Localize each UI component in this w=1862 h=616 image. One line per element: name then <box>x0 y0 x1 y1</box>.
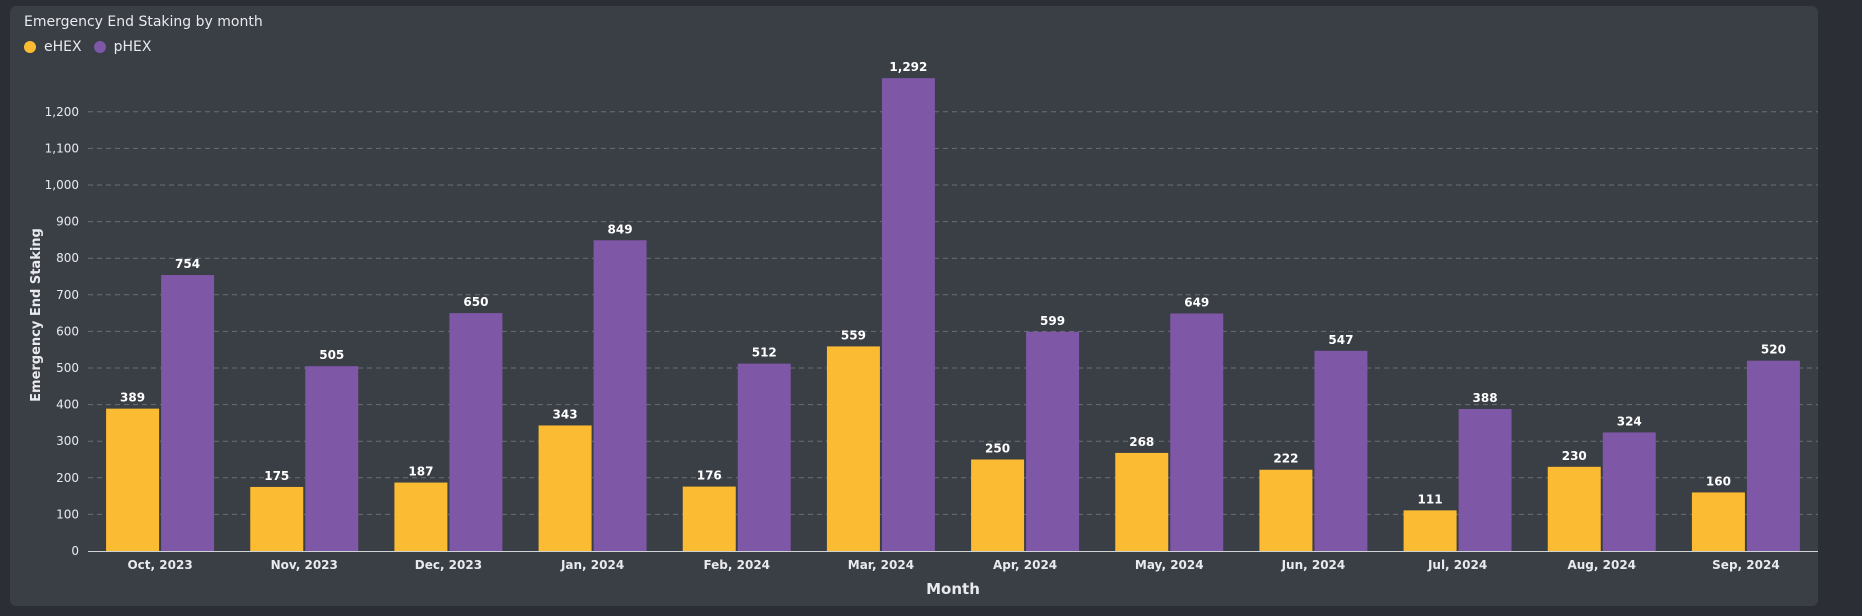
bar-ehex <box>682 486 736 551</box>
data-label: 599 <box>1040 314 1065 328</box>
data-label: 175 <box>264 469 289 483</box>
data-label: 1,292 <box>889 60 927 74</box>
y-tick-label: 200 <box>56 471 79 485</box>
bar-ehex <box>971 459 1025 551</box>
legend-item-phex[interactable]: pHEX <box>93 39 152 55</box>
y-tick-label: 800 <box>56 251 79 265</box>
data-label: 559 <box>841 328 866 342</box>
bar-ehex <box>1259 469 1313 551</box>
data-label: 388 <box>1473 391 1498 405</box>
y-tick-label: 900 <box>56 215 79 229</box>
bar-phex <box>1746 360 1800 551</box>
bar-phex <box>449 313 503 551</box>
data-label: 230 <box>1562 449 1587 463</box>
bar-ehex <box>106 408 160 551</box>
bar-ehex <box>538 425 592 551</box>
data-label: 649 <box>1184 295 1209 309</box>
y-axis-title: Emergency End Staking <box>29 228 44 402</box>
y-tick-label: 1,100 <box>45 141 79 155</box>
bar-ehex <box>250 486 304 551</box>
legend-item-ehex[interactable]: eHEX <box>24 39 82 55</box>
y-tick-label: 1,000 <box>45 178 79 192</box>
bar-ehex <box>1691 492 1745 551</box>
x-axis-title: Month <box>926 580 980 598</box>
data-label: 324 <box>1617 414 1642 428</box>
bar-phex <box>1458 408 1512 551</box>
y-tick-label: 0 <box>71 544 79 558</box>
legend-dot-ehex <box>24 41 36 53</box>
x-tick-label: Nov, 2023 <box>271 558 338 572</box>
legend-dot-phex <box>93 41 106 53</box>
data-label: 505 <box>319 348 344 362</box>
data-label: 268 <box>1129 435 1154 449</box>
x-tick-label: Feb, 2024 <box>703 558 770 572</box>
y-tick-label: 500 <box>56 361 79 375</box>
bar-phex <box>161 275 215 551</box>
x-tick-label: Apr, 2024 <box>993 558 1057 572</box>
data-label: 187 <box>408 465 433 479</box>
x-tick-label: Jul, 2024 <box>1427 558 1487 572</box>
y-tick-label: 700 <box>56 288 79 302</box>
legend-label-phex: pHEX <box>113 39 152 55</box>
data-label: 160 <box>1706 474 1731 488</box>
data-label: 650 <box>463 295 488 309</box>
bar-phex <box>305 366 359 551</box>
x-tick-label: Jun, 2024 <box>1281 558 1346 572</box>
y-tick-label: 400 <box>56 398 79 412</box>
x-tick-label: Sep, 2024 <box>1712 558 1780 572</box>
y-tick-label: 600 <box>56 324 79 338</box>
x-tick-label: Mar, 2024 <box>848 558 914 572</box>
y-tick-label: 1,200 <box>45 105 79 119</box>
bar-ehex <box>1547 466 1601 551</box>
bar-phex <box>1602 432 1656 551</box>
bar-phex <box>737 363 791 551</box>
bar-ehex <box>1403 510 1457 551</box>
x-tick-label: May, 2024 <box>1135 558 1204 572</box>
x-tick-label: Aug, 2024 <box>1567 558 1636 572</box>
data-label: 389 <box>120 391 145 405</box>
legend-label-ehex: eHEX <box>44 39 82 55</box>
bar-phex <box>1170 313 1224 551</box>
x-tick-label: Oct, 2023 <box>127 558 192 572</box>
data-label: 849 <box>608 222 633 236</box>
data-label: 512 <box>752 346 777 360</box>
bar-ehex <box>826 346 880 551</box>
bar-phex <box>1026 331 1080 551</box>
bar-phex <box>1314 350 1368 551</box>
data-label: 111 <box>1418 492 1443 506</box>
y-tick-label: 300 <box>56 434 79 448</box>
chart-title: Emergency End Staking by month <box>24 14 263 30</box>
data-label: 343 <box>553 407 578 421</box>
bar-ehex <box>1115 452 1169 551</box>
data-label: 250 <box>985 442 1010 456</box>
data-label: 547 <box>1328 333 1353 347</box>
y-tick-label: 100 <box>56 507 79 521</box>
data-label: 176 <box>697 469 722 483</box>
legend: eHEX pHEX <box>24 39 151 55</box>
x-tick-label: Dec, 2023 <box>415 558 482 572</box>
bar-phex <box>593 240 647 552</box>
data-label: 222 <box>1273 452 1298 466</box>
bar-phex <box>881 78 935 552</box>
x-tick-label: Jan, 2024 <box>560 558 624 572</box>
data-label: 754 <box>175 257 200 271</box>
data-label: 520 <box>1761 343 1786 357</box>
bar-ehex <box>394 482 448 551</box>
